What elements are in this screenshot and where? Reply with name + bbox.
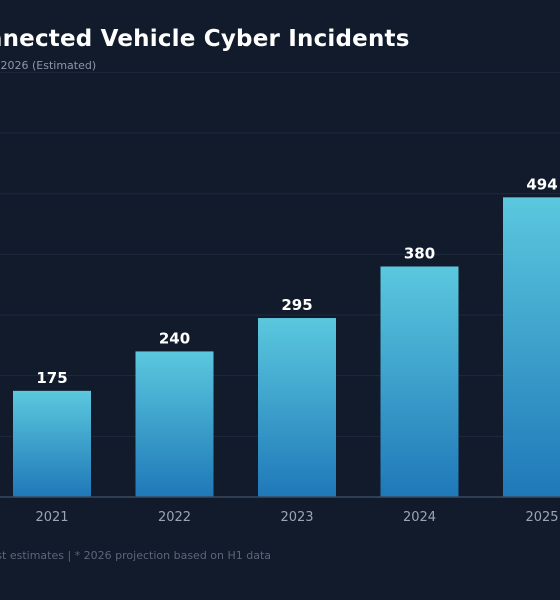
x-tick-label-2021: 2021 bbox=[35, 510, 68, 525]
value-label-2023: 295 bbox=[281, 296, 312, 314]
bar-2025 bbox=[503, 197, 560, 497]
chart-subtitle: 0–2026 (Estimated) bbox=[0, 59, 97, 72]
bar-2022 bbox=[135, 351, 214, 497]
value-label-2024: 380 bbox=[404, 244, 435, 262]
x-tick-label-2023: 2023 bbox=[280, 510, 313, 525]
x-tick-label-2025: 2025 bbox=[525, 510, 558, 525]
x-tick-label-2022: 2022 bbox=[158, 510, 191, 525]
value-label-2025: 494 bbox=[526, 175, 557, 193]
x-axis-ticks: 2021 2022 2023 2024 2025 bbox=[35, 510, 558, 525]
bars bbox=[13, 197, 560, 497]
bar-2021 bbox=[13, 390, 91, 497]
x-tick-label-2024: 2024 bbox=[403, 510, 436, 525]
chart-footnote: alyst estimates | * 2026 projection base… bbox=[0, 549, 272, 562]
bar-2024 bbox=[380, 266, 459, 497]
bar-2023 bbox=[258, 318, 336, 497]
chart-title: nnected Vehicle Cyber Incidents bbox=[0, 26, 410, 52]
value-label-2021: 175 bbox=[36, 369, 67, 387]
value-labels: 175 240 295 380 494 bbox=[36, 175, 557, 387]
value-label-2022: 240 bbox=[159, 329, 190, 347]
